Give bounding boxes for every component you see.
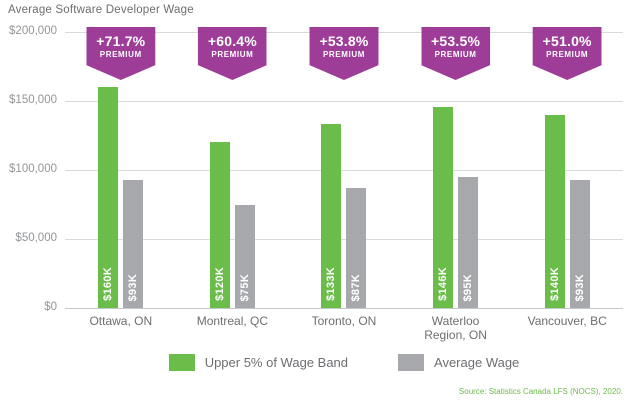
- bar-value-label: $160K: [102, 267, 115, 301]
- bar-value-label: $87K: [350, 273, 363, 302]
- bar-average: $95K: [458, 176, 479, 308]
- bar-average: $93K: [123, 179, 144, 308]
- bar-average: $93K: [569, 179, 590, 308]
- bar-value-label: $93K: [573, 273, 586, 302]
- premium-badge: +60.4% PREMIUM: [197, 27, 267, 80]
- bar-average: $87K: [346, 187, 367, 308]
- legend-label: Average Wage: [434, 355, 520, 370]
- premium-badge: +53.5% PREMIUM: [421, 27, 491, 80]
- gridline: [65, 170, 623, 171]
- premium-label: PREMIUM: [434, 50, 477, 59]
- bar-average: $75K: [234, 204, 255, 308]
- legend: Upper 5% of Wage Band Average Wage: [65, 354, 623, 371]
- bar-group-waterloo: +53.5% PREMIUM $146K $95K: [400, 27, 512, 308]
- premium-value: +60.4%: [207, 33, 257, 49]
- x-axis-label-text: Montreal, QC: [196, 314, 269, 328]
- premium-badge: +51.0% PREMIUM: [532, 27, 602, 80]
- x-axis-label-montreal: Montreal, QC: [177, 314, 289, 343]
- bar-upper5: $160K: [98, 87, 119, 308]
- premium-value: +51.0%: [542, 33, 592, 49]
- x-axis-label-text: Waterloo Region, ON: [424, 314, 487, 343]
- bar-group-toronto: +53.8% PREMIUM $133K $87K: [288, 27, 400, 308]
- x-axis-label-toronto: Toronto, ON: [288, 314, 400, 343]
- bar-value-label: $75K: [238, 273, 251, 302]
- bar-value-label: $133K: [325, 267, 338, 301]
- premium-badge: +53.8% PREMIUM: [309, 27, 379, 80]
- page-title: Average Software Developer Wage: [8, 4, 194, 16]
- legend-swatch-green: [168, 354, 195, 371]
- premium-value: +71.7%: [96, 33, 146, 49]
- y-axis-tick-label: $200,000: [9, 25, 57, 37]
- premium-label: PREMIUM: [546, 50, 589, 59]
- gridline: [65, 101, 623, 102]
- x-axis-label-text: Toronto, ON: [311, 314, 377, 328]
- premium-label: PREMIUM: [211, 50, 254, 59]
- source-note: Source: Statistics Canada LFS (NOCS), 20…: [458, 387, 623, 396]
- y-axis-tick-label: $50,000: [15, 232, 57, 244]
- premium-value: +53.8%: [319, 33, 369, 49]
- bar-value-label: $146K: [437, 267, 450, 301]
- x-axis-labels: Ottawa, ON Montreal, QC Toronto, ON Wate…: [65, 314, 623, 343]
- legend-swatch-gray: [398, 354, 425, 371]
- bar-value-label: $140K: [548, 267, 561, 301]
- legend-label: Upper 5% of Wage Band: [204, 355, 349, 370]
- gridline: [65, 239, 623, 240]
- x-axis-label-ottawa: Ottawa, ON: [65, 314, 177, 343]
- bar-value-label: $95K: [462, 273, 475, 302]
- bar-upper5: $140K: [544, 114, 565, 308]
- bar-upper5: $120K: [209, 142, 230, 308]
- premium-badge: +71.7% PREMIUM: [86, 27, 156, 80]
- plot-area: +71.7% PREMIUM $160K $93K +60.4% PREMIUM…: [65, 27, 623, 309]
- bar-group-ottawa: +71.7% PREMIUM $160K $93K: [65, 27, 177, 308]
- bars-row: +71.7% PREMIUM $160K $93K +60.4% PREMIUM…: [65, 27, 623, 308]
- bar-value-label: $93K: [127, 273, 140, 302]
- legend-item-upper5: Upper 5% of Wage Band: [168, 354, 349, 371]
- bar-value-label: $120K: [213, 267, 226, 301]
- x-axis-label-waterloo: Waterloo Region, ON: [400, 314, 512, 343]
- x-axis-label-vancouver: Vancouver, BC: [511, 314, 623, 343]
- x-axis-label-text: Ottawa, ON: [89, 314, 153, 328]
- premium-value: +53.5%: [431, 33, 481, 49]
- y-axis-tick-label: $150,000: [9, 94, 57, 106]
- bar-group-vancouver: +51.0% PREMIUM $140K $93K: [511, 27, 623, 308]
- y-axis-tick-label: $0: [44, 301, 57, 313]
- premium-label: PREMIUM: [322, 50, 365, 59]
- bar-upper5: $133K: [321, 124, 342, 308]
- bar-group-montreal: +60.4% PREMIUM $120K $75K: [177, 27, 289, 308]
- premium-label: PREMIUM: [99, 50, 142, 59]
- bar-upper5: $146K: [433, 106, 454, 308]
- y-axis-tick-label: $100,000: [9, 163, 57, 175]
- legend-item-average: Average Wage: [398, 354, 519, 371]
- x-axis-label-text: Vancouver, BC: [527, 314, 607, 328]
